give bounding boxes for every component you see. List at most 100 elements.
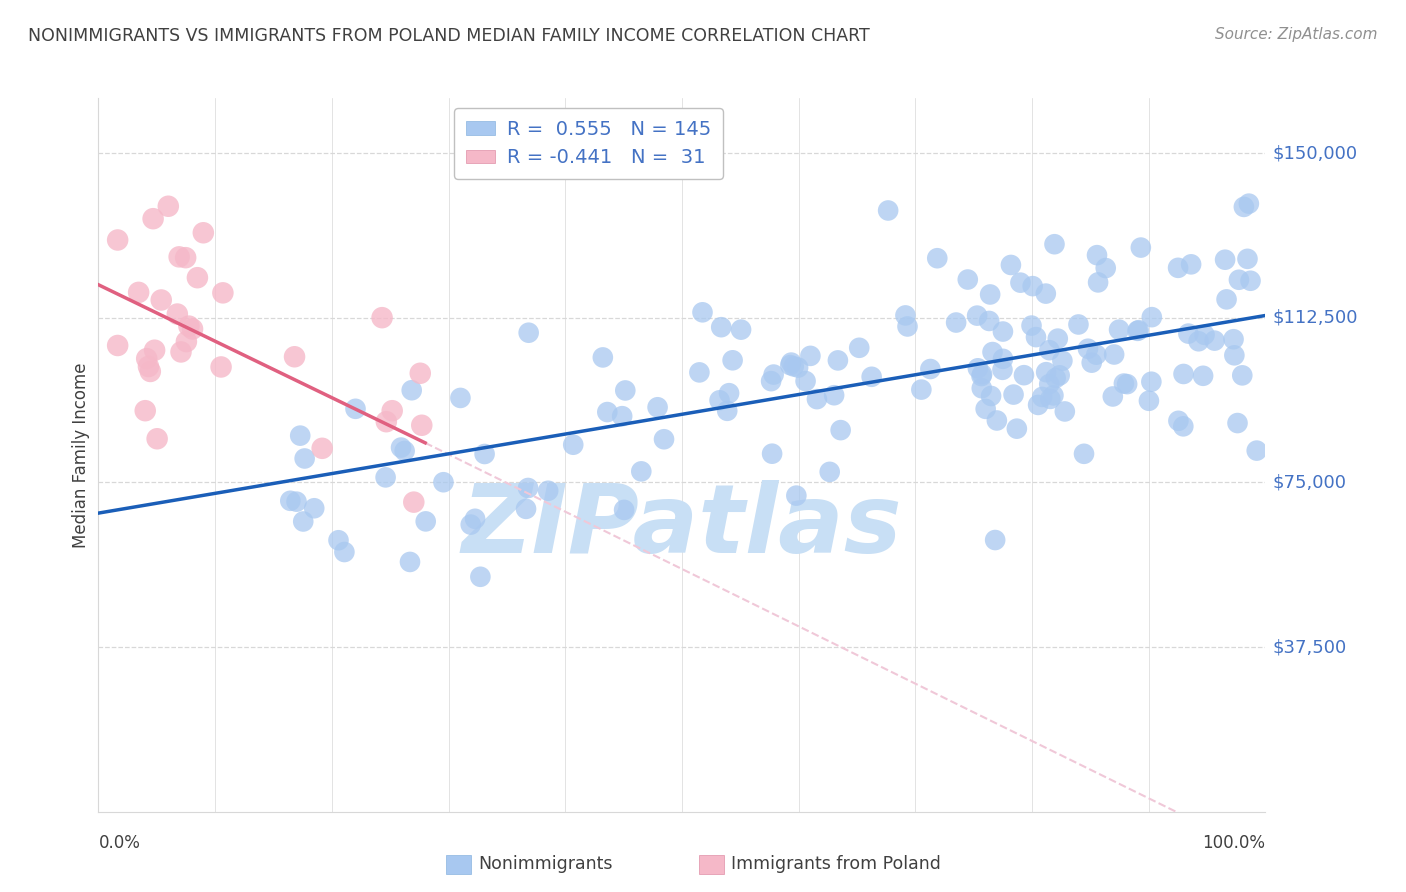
Point — [399, 555, 422, 569]
Point — [647, 401, 669, 415]
Text: $75,000: $75,000 — [1272, 474, 1347, 491]
Point — [1087, 276, 1109, 290]
Point — [1108, 323, 1130, 337]
Point — [311, 442, 333, 456]
Point — [827, 353, 849, 368]
Point — [517, 481, 540, 495]
Point — [371, 310, 394, 325]
Point — [1021, 279, 1043, 293]
Point — [150, 293, 173, 307]
Point — [1233, 200, 1256, 214]
Point — [709, 393, 731, 408]
Point — [1167, 260, 1189, 275]
Point — [718, 386, 741, 401]
Point — [562, 438, 585, 452]
Point — [515, 501, 537, 516]
Point — [721, 353, 744, 368]
Point — [381, 403, 404, 417]
Point — [1116, 377, 1139, 392]
Point — [409, 366, 432, 380]
Point — [411, 418, 433, 433]
Point — [1102, 347, 1125, 361]
Point — [209, 359, 232, 374]
Point — [1112, 376, 1135, 391]
Point — [278, 493, 301, 508]
Point — [1067, 318, 1090, 332]
Point — [157, 199, 180, 213]
Point — [537, 483, 560, 498]
Point — [785, 489, 807, 503]
Text: 100.0%: 100.0% — [1202, 834, 1265, 852]
Point — [1194, 327, 1216, 342]
Point — [375, 415, 398, 429]
Point — [630, 464, 652, 478]
Point — [1223, 348, 1246, 362]
Point — [991, 363, 1014, 377]
Y-axis label: Median Family Income: Median Family Income — [72, 362, 90, 548]
Point — [464, 512, 486, 526]
Point — [449, 391, 471, 405]
Point — [1236, 252, 1258, 266]
Point — [779, 358, 801, 372]
Point — [302, 501, 325, 516]
Point — [344, 401, 367, 416]
Point — [474, 447, 496, 461]
Point — [1026, 398, 1049, 412]
Point — [1038, 343, 1060, 358]
Point — [945, 316, 967, 330]
Point — [984, 533, 1007, 547]
Point — [193, 226, 215, 240]
Point — [692, 305, 714, 319]
Point — [986, 413, 1008, 427]
Point — [1043, 237, 1066, 252]
Point — [1045, 371, 1067, 385]
Text: NONIMMIGRANTS VS IMMIGRANTS FROM POLAND MEDIAN FAMILY INCOME CORRELATION CHART: NONIMMIGRANTS VS IMMIGRANTS FROM POLAND … — [28, 27, 870, 45]
Point — [1213, 252, 1236, 267]
Point — [848, 341, 870, 355]
Point — [292, 515, 315, 529]
Point — [177, 319, 200, 334]
Point — [980, 389, 1002, 403]
Point — [799, 349, 821, 363]
Point — [1173, 367, 1195, 381]
Point — [142, 211, 165, 226]
Point — [1080, 356, 1102, 370]
Point — [1052, 353, 1074, 368]
Point — [401, 383, 423, 397]
Point — [979, 287, 1001, 301]
Point — [186, 270, 208, 285]
Text: 0.0%: 0.0% — [98, 834, 141, 852]
Point — [1246, 443, 1268, 458]
Point — [402, 495, 425, 509]
Point — [1094, 261, 1116, 276]
Text: ZIPatlas: ZIPatlas — [461, 480, 903, 573]
Point — [688, 365, 710, 379]
Point — [956, 272, 979, 286]
Point — [991, 351, 1014, 366]
Point — [1177, 326, 1199, 341]
Point — [759, 374, 782, 388]
Point — [1215, 293, 1237, 307]
Point — [780, 356, 803, 370]
Point — [1073, 447, 1095, 461]
Point — [290, 428, 312, 442]
Point — [1137, 393, 1160, 408]
Point — [1129, 241, 1152, 255]
Point — [139, 364, 162, 378]
Point — [1077, 342, 1099, 356]
Point — [806, 392, 828, 406]
Point — [592, 351, 614, 365]
Point — [612, 409, 634, 424]
Point — [285, 494, 308, 508]
Point — [134, 403, 156, 417]
Point — [783, 359, 806, 374]
Point — [333, 545, 356, 559]
Point — [143, 343, 166, 358]
Point — [794, 374, 817, 388]
Point — [927, 251, 949, 265]
Point — [787, 360, 810, 375]
Point — [910, 383, 932, 397]
Point — [991, 325, 1014, 339]
Point — [896, 319, 918, 334]
Point — [283, 350, 305, 364]
